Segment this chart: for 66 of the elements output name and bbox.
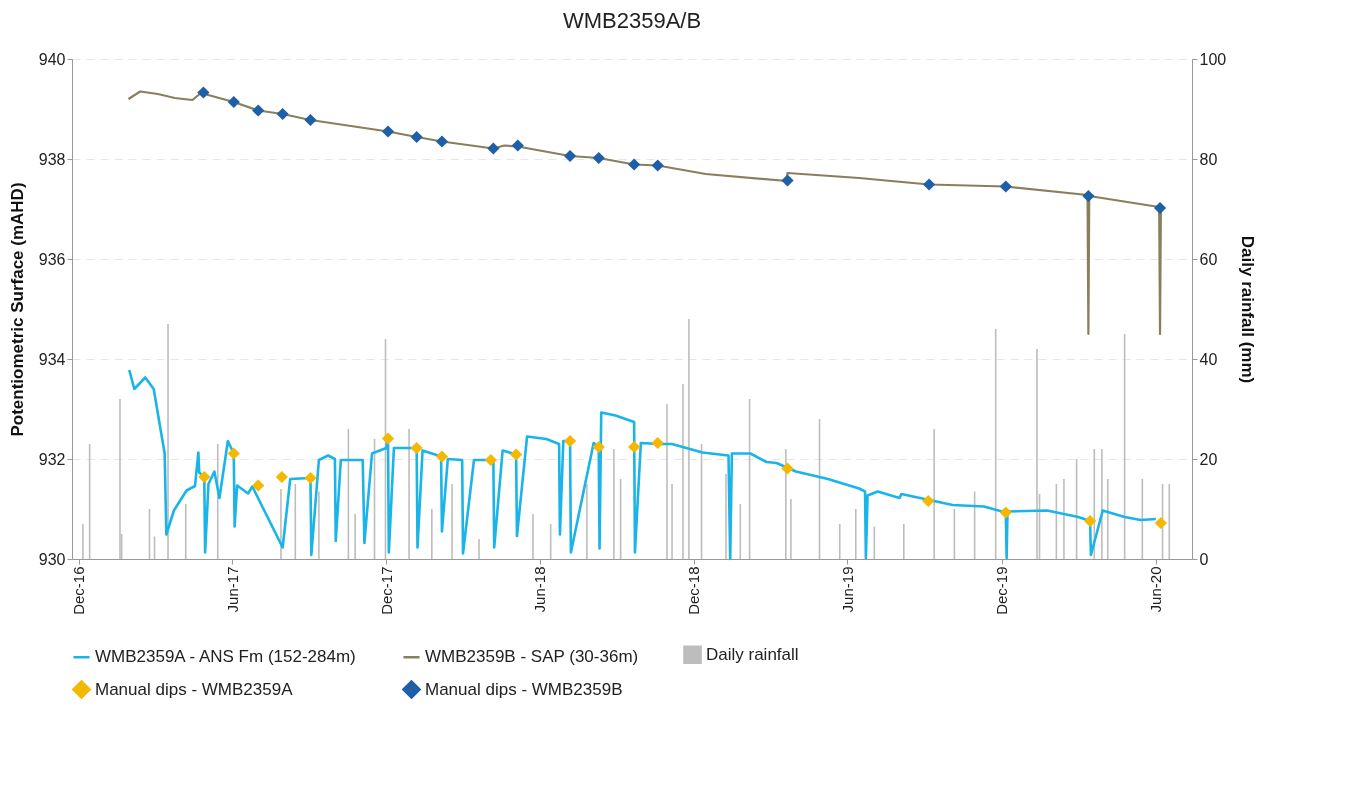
point (1083, 514, 1097, 528)
point (651, 159, 664, 172)
y-tick-label: 932 (38, 450, 66, 468)
point (304, 113, 317, 127)
y-tick-label: 936 (38, 250, 66, 268)
point (592, 440, 605, 454)
legend-label: Manual dips - WMB2359B (425, 679, 623, 699)
point (922, 178, 936, 191)
point (999, 506, 1012, 519)
y2-tick-label: 0 (1199, 550, 1209, 568)
point (276, 107, 289, 121)
y2-tick-label: 60 (1199, 250, 1218, 268)
point (511, 139, 524, 152)
x-tick-label: Dec-19 (993, 566, 1011, 615)
point (922, 494, 935, 508)
point (627, 440, 641, 454)
y-tick-label: 930 (38, 550, 66, 568)
point (252, 479, 265, 492)
point (410, 130, 423, 144)
x-tick-label: Jun-20 (1147, 566, 1165, 613)
x-tick-label: Jun-18 (531, 566, 549, 613)
x-tick-label: Dec-17 (377, 566, 395, 615)
chart-title: WMB2359A/B (562, 8, 702, 33)
point (198, 470, 211, 484)
point (563, 149, 577, 163)
point (227, 95, 240, 109)
legend-label: WMB2359A - ANS Fm (152-284m) (95, 647, 356, 667)
point (435, 135, 449, 148)
point (227, 447, 240, 460)
y-axis-title: Potentiometric Surface (mAHD) (7, 182, 27, 437)
point (381, 125, 395, 138)
legend-label: WMB2359B - SAP (30-36m) (425, 647, 639, 667)
point (304, 471, 317, 485)
point (484, 453, 497, 467)
y2-axis-title: Daily rainfall (mm) (1238, 235, 1258, 384)
point (592, 151, 605, 165)
legend-label: Manual dips - WMB2359A (95, 679, 294, 699)
point (487, 142, 500, 155)
point (509, 448, 523, 461)
point (197, 86, 210, 99)
point (381, 432, 395, 445)
point (435, 450, 449, 463)
point (410, 441, 423, 455)
point (651, 436, 664, 450)
y2-tick-label: 40 (1199, 350, 1218, 368)
y2-tick-label: 100 (1199, 50, 1227, 68)
y2-tick-label: 20 (1199, 450, 1218, 468)
x-tick-label: Jun-17 (223, 566, 241, 613)
y-tick-label: 938 (38, 150, 66, 168)
point (999, 180, 1012, 193)
y-tick-label: 940 (38, 50, 66, 68)
point (627, 158, 641, 171)
y2-tick-label: 80 (1199, 150, 1218, 168)
y-tick-label: 934 (38, 350, 66, 368)
point (252, 104, 265, 117)
point (1154, 516, 1167, 530)
x-tick-label: Jun-19 (838, 566, 856, 613)
point (563, 434, 577, 448)
point (1153, 201, 1167, 215)
legend-label: Daily rainfall (706, 644, 799, 664)
point (781, 174, 794, 187)
point (275, 470, 288, 484)
point (781, 462, 794, 475)
point (1082, 189, 1095, 203)
x-tick-label: Dec-18 (685, 566, 703, 615)
x-tick-label: Dec-16 (70, 566, 88, 615)
